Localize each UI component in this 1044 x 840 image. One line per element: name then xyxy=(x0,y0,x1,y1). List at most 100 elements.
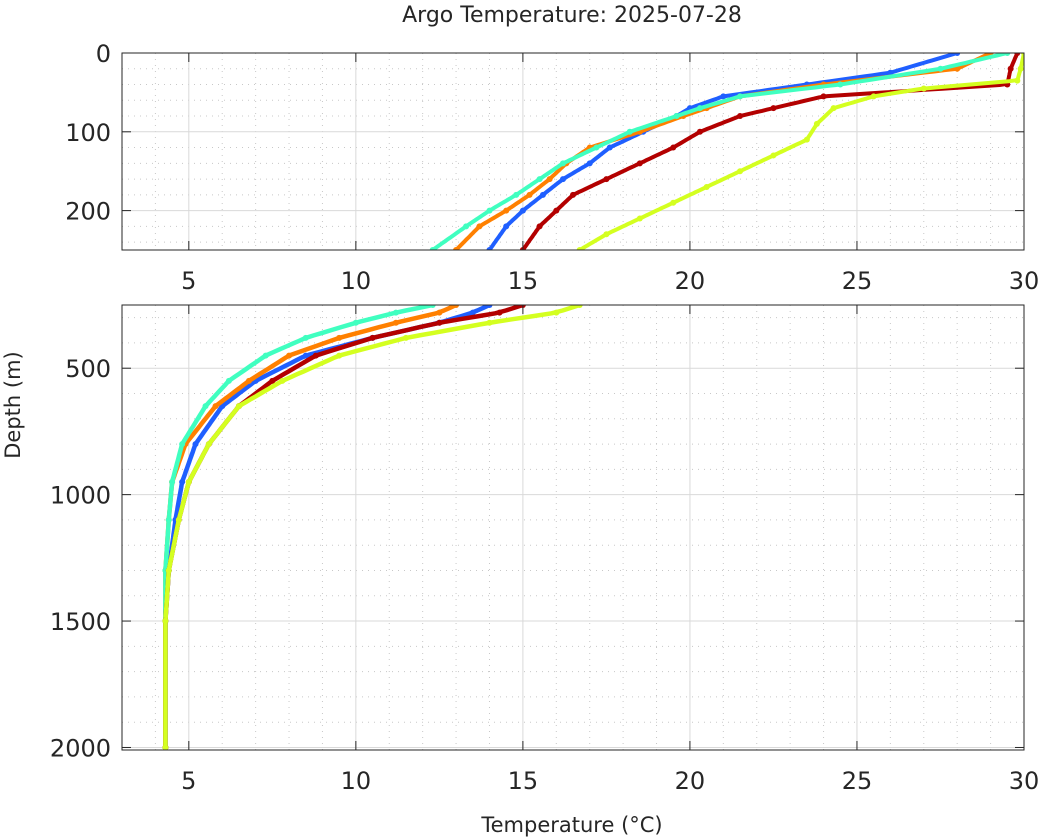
x-axis-label: Temperature (°C) xyxy=(480,813,662,837)
data-point-profile-yellowgreen xyxy=(165,567,172,574)
data-point-profile-blue xyxy=(887,69,894,76)
data-point-profile-yellowgreen xyxy=(175,516,182,523)
data-point-profile-blue xyxy=(192,441,199,448)
data-point-profile-blue xyxy=(539,191,546,198)
data-point-profile-yellowgreen xyxy=(235,403,242,410)
data-point-profile-darkred xyxy=(636,160,643,167)
data-point-profile-blue xyxy=(469,309,476,316)
data-point-profile-cyan xyxy=(302,334,309,341)
data-point-profile-blue xyxy=(559,176,566,183)
x-tick-label: 25 xyxy=(842,267,873,295)
data-point-profile-yellowgreen xyxy=(205,441,212,448)
data-point-profile-cyan xyxy=(837,81,844,88)
data-point-profile-blue xyxy=(179,478,186,485)
data-point-profile-cyan xyxy=(463,223,470,230)
series-line-profile-yellowgreen xyxy=(577,53,1024,250)
data-point-profile-orange xyxy=(476,223,483,230)
data-point-profile-yellowgreen xyxy=(162,744,169,750)
data-point-profile-cyan xyxy=(392,309,399,316)
data-point-profile-yellowgreen xyxy=(553,309,560,316)
data-point-profile-blue xyxy=(586,160,593,167)
series-group xyxy=(429,53,1024,250)
data-point-profile-yellowgreen xyxy=(737,168,744,175)
plot-area xyxy=(122,305,1024,750)
data-point-profile-yellowgreen xyxy=(603,231,610,238)
data-point-profile-darkred xyxy=(436,319,443,326)
data-point-profile-yellowgreen xyxy=(870,93,877,100)
data-point-profile-darkred xyxy=(820,93,827,100)
data-point-profile-yellowgreen xyxy=(1017,65,1024,72)
data-point-profile-darkred xyxy=(570,191,576,198)
data-point-profile-blue xyxy=(519,207,526,214)
data-point-profile-cyan xyxy=(352,319,359,326)
data-point-profile-yellowgreen xyxy=(703,183,710,190)
y-tick-label: 100 xyxy=(65,119,111,147)
data-point-profile-darkred xyxy=(696,128,703,135)
data-point-profile-blue xyxy=(720,93,727,100)
data-point-profile-blue xyxy=(302,352,309,359)
data-point-profile-yellowgreen xyxy=(162,618,169,625)
data-point-profile-yellowgreen xyxy=(920,85,927,92)
data-point-profile-cyan xyxy=(179,441,186,448)
data-point-profile-blue xyxy=(486,305,493,308)
data-point-profile-darkred xyxy=(269,377,276,384)
x-tick-label: 10 xyxy=(341,267,372,295)
x-tick-label: 25 xyxy=(842,767,873,795)
x-tick-label: 5 xyxy=(181,267,196,295)
data-point-profile-yellowgreen xyxy=(813,120,820,127)
data-point-profile-darkred xyxy=(369,334,376,341)
data-point-profile-yellowgreen xyxy=(576,247,583,250)
data-point-profile-blue xyxy=(606,144,613,151)
data-point-profile-cyan xyxy=(673,113,680,120)
x-tick-label: 10 xyxy=(341,767,372,795)
x-tick-label: 15 xyxy=(508,267,539,295)
data-point-profile-orange xyxy=(392,319,399,326)
x-tick-label: 30 xyxy=(1009,267,1040,295)
data-point-profile-cyan xyxy=(513,191,520,198)
data-point-profile-orange xyxy=(503,207,510,214)
x-tick-label: 30 xyxy=(1009,767,1040,795)
data-point-profile-cyan xyxy=(737,93,744,100)
data-point-profile-cyan xyxy=(225,377,232,384)
data-point-profile-orange xyxy=(212,403,219,410)
data-point-profile-orange xyxy=(286,352,293,359)
panel-lower: 5 10 15 20 25 30 500 1000 1500 2000 xyxy=(50,304,1040,795)
panels-layer: 5 10 15 20 25 30 0 100 200 5 10 15 20 25 30 500 1000 1500… xyxy=(50,40,1039,795)
data-point-profile-orange xyxy=(336,334,343,341)
data-point-profile-blue xyxy=(503,223,510,230)
data-point-profile-yellowgreen xyxy=(576,305,583,308)
panel-frame xyxy=(121,304,1025,751)
data-point-profile-cyan xyxy=(536,176,543,183)
panel-frame xyxy=(121,52,1025,251)
data-point-profile-cyan xyxy=(937,65,944,72)
data-point-profile-yellowgreen xyxy=(185,478,192,485)
y-axis-label: Depth (m) xyxy=(1,351,25,458)
data-point-profile-cyan xyxy=(429,247,436,250)
y-tick-label: 2000 xyxy=(50,734,111,762)
data-point-profile-darkred xyxy=(536,223,543,230)
data-point-profile-yellowgreen xyxy=(486,319,493,326)
data-point-profile-cyan xyxy=(1004,53,1011,56)
data-point-profile-orange xyxy=(436,309,443,316)
y-tick-label: 1000 xyxy=(50,482,111,510)
data-point-profile-darkred xyxy=(553,207,560,214)
data-point-profile-yellowgreen xyxy=(803,136,810,143)
data-point-profile-cyan xyxy=(593,144,600,151)
data-point-profile-orange xyxy=(453,247,460,250)
series-group xyxy=(162,305,583,750)
x-tick-label: 15 xyxy=(508,767,539,795)
data-point-profile-yellowgreen xyxy=(1021,53,1024,56)
data-point-profile-darkred xyxy=(737,113,744,120)
series-line-profile-yellowgreen xyxy=(163,305,582,750)
data-point-profile-orange xyxy=(546,176,553,183)
data-point-profile-cyan xyxy=(696,105,703,112)
plot-area xyxy=(122,53,1024,250)
x-tick-label: 20 xyxy=(675,267,706,295)
panel-upper: 5 10 15 20 25 30 0 100 200 xyxy=(65,40,1039,295)
data-point-profile-darkred xyxy=(670,144,677,151)
data-point-profile-orange xyxy=(954,65,961,72)
data-point-profile-yellowgreen xyxy=(636,215,643,222)
data-point-profile-orange xyxy=(245,377,252,384)
data-point-profile-cyan xyxy=(486,207,493,214)
data-point-profile-cyan xyxy=(626,128,633,135)
